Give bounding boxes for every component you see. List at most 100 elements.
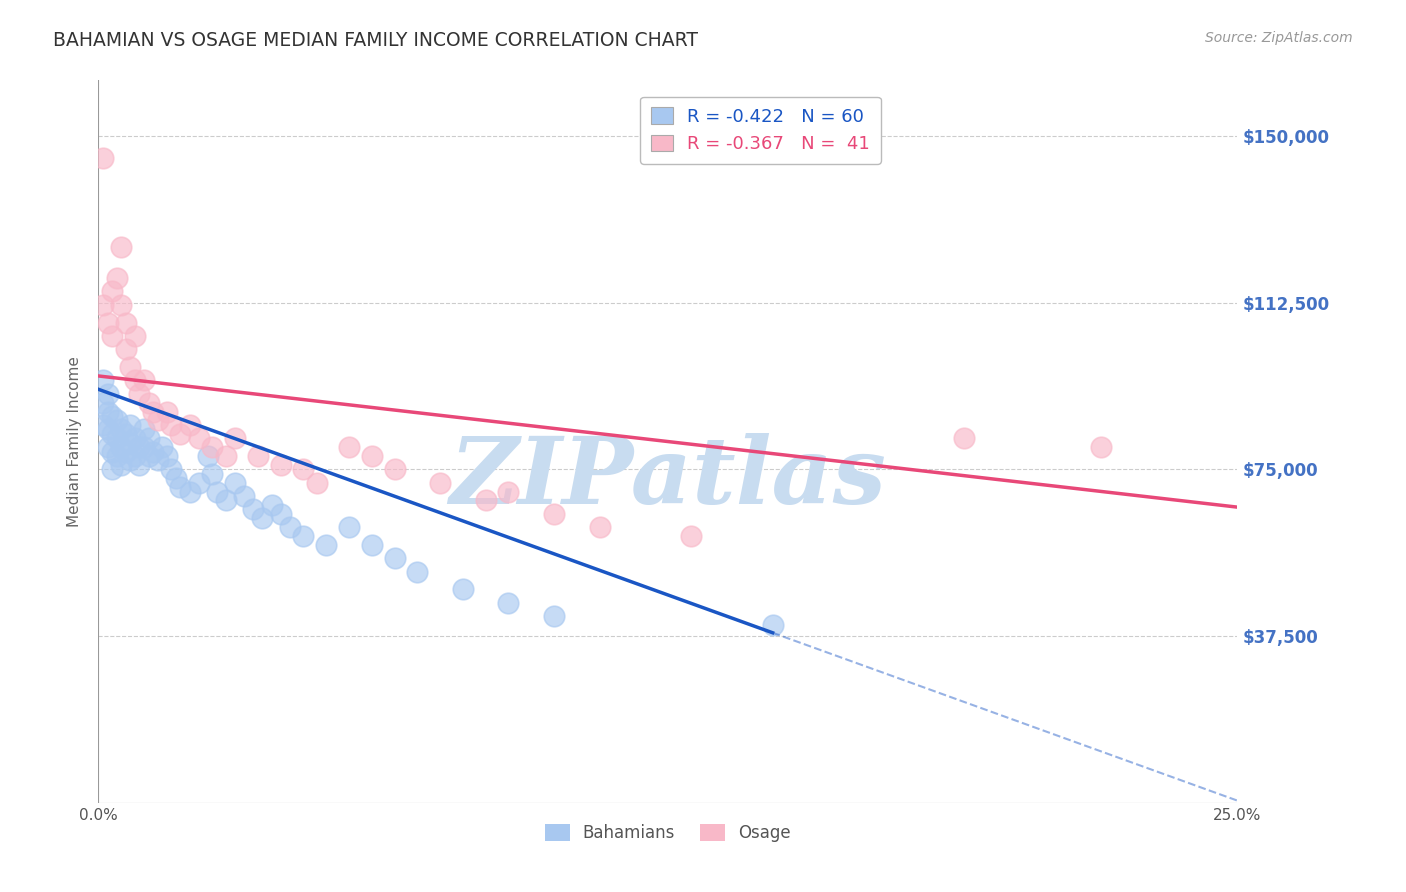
Point bbox=[91, 151, 114, 165]
Point bbox=[110, 440, 132, 454]
Point bbox=[543, 609, 565, 624]
Point bbox=[146, 413, 169, 427]
Point bbox=[146, 453, 169, 467]
Point bbox=[406, 565, 429, 579]
Point bbox=[105, 449, 128, 463]
Text: BAHAMIAN VS OSAGE MEDIAN FAMILY INCOME CORRELATION CHART: BAHAMIAN VS OSAGE MEDIAN FAMILY INCOME C… bbox=[53, 31, 699, 50]
Point bbox=[360, 538, 382, 552]
Point bbox=[187, 475, 209, 490]
Point bbox=[101, 409, 124, 423]
Point bbox=[114, 343, 136, 357]
Point bbox=[105, 271, 128, 285]
Point bbox=[315, 538, 337, 552]
Point bbox=[142, 404, 165, 418]
Point bbox=[429, 475, 451, 490]
Point bbox=[110, 458, 132, 472]
Point bbox=[187, 431, 209, 445]
Point bbox=[260, 498, 283, 512]
Point bbox=[128, 386, 150, 401]
Point bbox=[138, 395, 160, 409]
Point bbox=[197, 449, 219, 463]
Point bbox=[114, 426, 136, 441]
Point bbox=[201, 440, 224, 454]
Point bbox=[224, 431, 246, 445]
Point bbox=[124, 431, 146, 445]
Point bbox=[160, 417, 183, 432]
Point bbox=[124, 329, 146, 343]
Point bbox=[543, 507, 565, 521]
Point bbox=[384, 462, 406, 476]
Text: Source: ZipAtlas.com: Source: ZipAtlas.com bbox=[1205, 31, 1353, 45]
Point bbox=[91, 373, 114, 387]
Point bbox=[270, 507, 292, 521]
Point bbox=[337, 440, 360, 454]
Point bbox=[179, 484, 201, 499]
Point bbox=[120, 453, 142, 467]
Point bbox=[142, 444, 165, 458]
Point bbox=[105, 431, 128, 445]
Point bbox=[120, 417, 142, 432]
Point bbox=[138, 431, 160, 445]
Point bbox=[114, 316, 136, 330]
Point bbox=[120, 435, 142, 450]
Point bbox=[762, 618, 785, 632]
Point bbox=[252, 511, 274, 525]
Point bbox=[242, 502, 264, 516]
Point bbox=[138, 449, 160, 463]
Point bbox=[588, 520, 610, 534]
Point bbox=[233, 489, 256, 503]
Point bbox=[270, 458, 292, 472]
Point bbox=[156, 449, 179, 463]
Point bbox=[110, 298, 132, 312]
Point bbox=[132, 373, 155, 387]
Point bbox=[124, 373, 146, 387]
Point bbox=[1090, 440, 1112, 454]
Point bbox=[201, 467, 224, 481]
Point bbox=[384, 551, 406, 566]
Point bbox=[165, 471, 187, 485]
Point bbox=[498, 484, 520, 499]
Point bbox=[132, 422, 155, 436]
Point bbox=[169, 426, 191, 441]
Y-axis label: Median Family Income: Median Family Income bbox=[67, 356, 83, 527]
Point bbox=[205, 484, 228, 499]
Point bbox=[110, 422, 132, 436]
Point bbox=[169, 480, 191, 494]
Point bbox=[101, 285, 124, 299]
Point bbox=[953, 431, 976, 445]
Point bbox=[101, 462, 124, 476]
Point bbox=[278, 520, 301, 534]
Point bbox=[179, 417, 201, 432]
Point bbox=[96, 386, 118, 401]
Point bbox=[101, 444, 124, 458]
Point bbox=[105, 413, 128, 427]
Point bbox=[360, 449, 382, 463]
Point bbox=[292, 529, 315, 543]
Point bbox=[128, 440, 150, 454]
Point bbox=[150, 440, 173, 454]
Point bbox=[307, 475, 329, 490]
Point bbox=[679, 529, 702, 543]
Point bbox=[132, 440, 155, 454]
Point bbox=[110, 240, 132, 254]
Text: ZIPatlas: ZIPatlas bbox=[450, 433, 886, 523]
Point bbox=[224, 475, 246, 490]
Point bbox=[120, 360, 142, 375]
Point bbox=[128, 458, 150, 472]
Point bbox=[474, 493, 496, 508]
Point bbox=[91, 298, 114, 312]
Legend: Bahamians, Osage: Bahamians, Osage bbox=[538, 817, 797, 848]
Point bbox=[101, 426, 124, 441]
Point bbox=[101, 329, 124, 343]
Point bbox=[114, 444, 136, 458]
Point bbox=[91, 417, 114, 432]
Point bbox=[498, 596, 520, 610]
Point bbox=[96, 440, 118, 454]
Point bbox=[96, 422, 118, 436]
Point bbox=[91, 395, 114, 409]
Point bbox=[246, 449, 269, 463]
Point bbox=[160, 462, 183, 476]
Point bbox=[96, 404, 118, 418]
Point bbox=[215, 449, 238, 463]
Point bbox=[124, 449, 146, 463]
